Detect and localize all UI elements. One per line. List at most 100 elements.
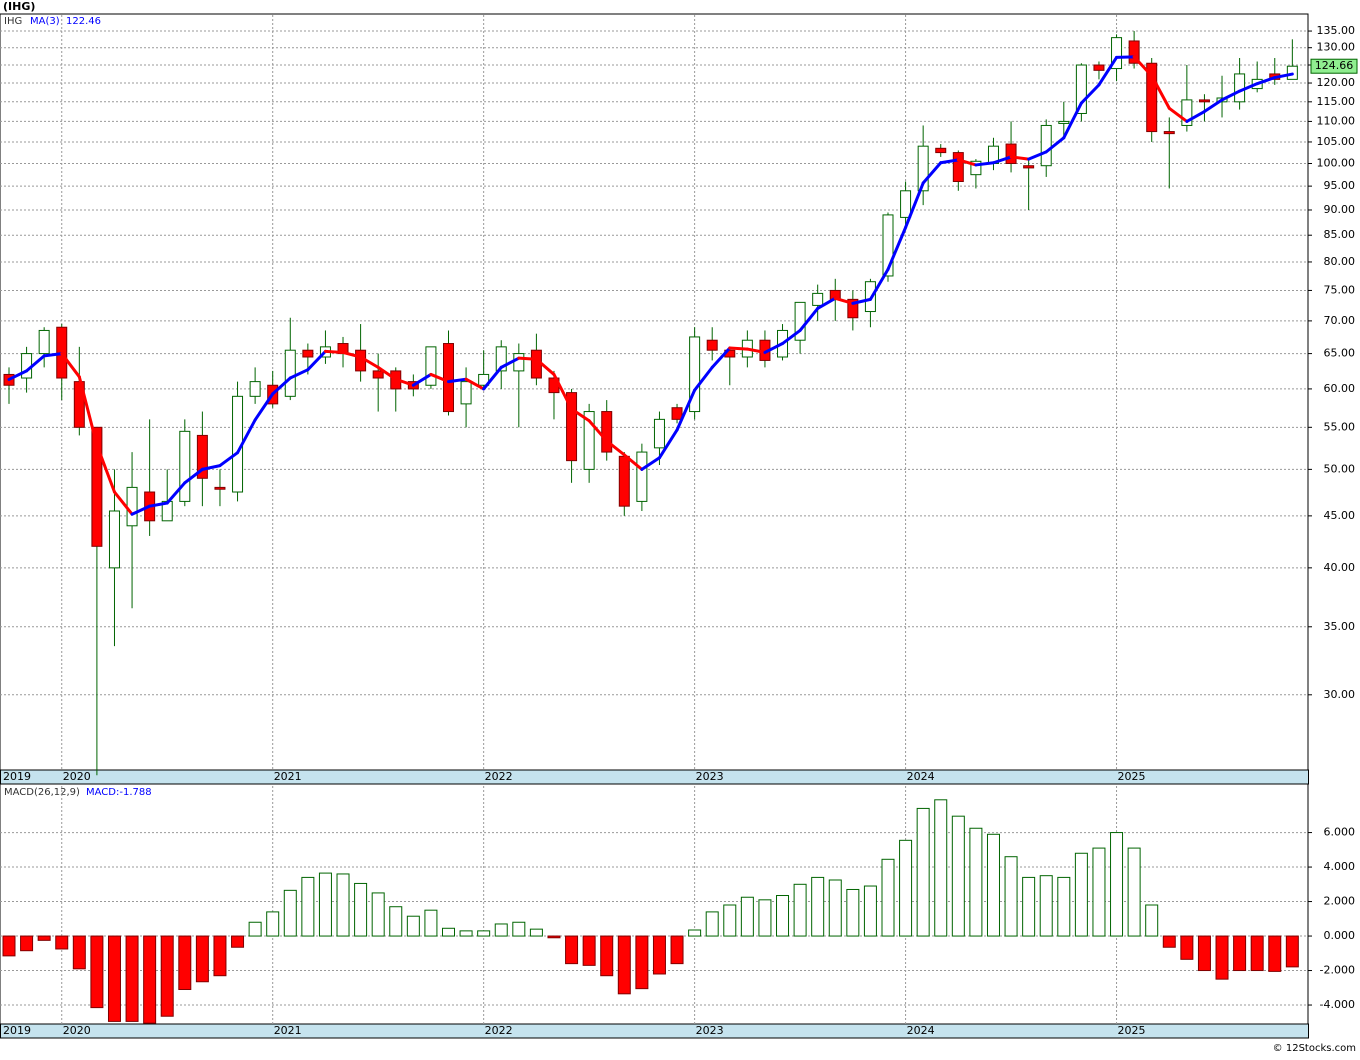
- ma-segment: [886, 225, 908, 271]
- x-tick-label: 2022: [485, 1024, 513, 1037]
- x-tick-label: 2025: [1118, 770, 1146, 783]
- y-tick-label: 115.00: [1317, 95, 1356, 108]
- legend-ma-value: 122.46: [66, 16, 101, 27]
- candle-body: [196, 434, 208, 479]
- ma-segment: [25, 354, 46, 373]
- macd-bar: [477, 930, 491, 937]
- ma-segment: [781, 328, 802, 346]
- macd-bar: [934, 799, 948, 937]
- ma-segment: [464, 377, 486, 391]
- ma-segment: [148, 501, 169, 508]
- candle-body: [566, 392, 578, 462]
- macd-bar: [354, 882, 368, 937]
- date-strip: [0, 769, 1309, 785]
- legend-ma: MA(3): [30, 16, 60, 27]
- macd-bar: [1092, 847, 1106, 937]
- chart-title: (IHG): [3, 0, 35, 13]
- candle-body: [1058, 120, 1070, 124]
- macd-bar: [723, 904, 737, 937]
- macd-bar: [72, 935, 86, 970]
- ma-segment: [271, 376, 292, 396]
- ma-segment: [517, 356, 538, 361]
- y-tick-label: 60.00: [1324, 382, 1356, 395]
- candle-body: [706, 339, 718, 351]
- macd-bar: [1180, 935, 1194, 960]
- candle-body: [917, 145, 929, 192]
- x-tick-label: 2025: [1118, 1024, 1146, 1037]
- y-tick-label: 75.00: [1324, 283, 1356, 296]
- ma-segment: [833, 296, 855, 305]
- y-tick-label: 40.00: [1324, 561, 1356, 574]
- candle-body: [214, 486, 226, 490]
- macd-bar: [899, 839, 913, 937]
- y-tick-label: 135.00: [1317, 24, 1356, 37]
- macd-bar: [1233, 935, 1247, 972]
- y-tick-label: 90.00: [1324, 203, 1356, 216]
- candle-body: [583, 411, 595, 470]
- ma-segment: [341, 350, 363, 359]
- macd-bar: [301, 876, 315, 937]
- macd-bar: [1285, 935, 1299, 968]
- macd-bar: [336, 873, 350, 937]
- x-tick-label: 2022: [485, 770, 513, 783]
- ma-segment: [745, 347, 767, 354]
- macd-bar: [881, 858, 895, 937]
- ma-segment: [499, 356, 521, 369]
- macd-bar: [1145, 904, 1159, 937]
- candle-body: [1023, 165, 1035, 169]
- macd-bar: [2, 935, 16, 957]
- macd-bar: [1268, 935, 1282, 972]
- y-tick-label: -4.000: [1320, 998, 1355, 1011]
- ma-segment: [1115, 55, 1136, 59]
- macd-bar: [90, 935, 104, 1009]
- y-tick-label: 6.000: [1324, 826, 1356, 839]
- macd-bar: [442, 927, 455, 937]
- y-tick-label: 110.00: [1317, 114, 1356, 127]
- candle-body: [882, 214, 894, 277]
- candle-body: [689, 336, 701, 413]
- last-price-label: 124.66: [1315, 59, 1354, 72]
- macd-bar: [283, 889, 297, 937]
- ma-segment: [851, 297, 872, 305]
- macd-bar: [916, 807, 930, 937]
- candle-body: [179, 430, 191, 502]
- ma-segment: [1009, 155, 1031, 161]
- ma-segment: [1150, 74, 1171, 110]
- ma-segment: [552, 372, 574, 411]
- macd-bar: [670, 935, 684, 965]
- macd-bar: [125, 935, 139, 1022]
- x-tick-label: 2024: [907, 1024, 935, 1037]
- ma-segment: [1027, 150, 1048, 161]
- y-tick-label: 130.00: [1317, 41, 1356, 54]
- candle-body: [847, 298, 859, 319]
- ma-segment: [77, 375, 99, 447]
- candle-body: [1163, 131, 1175, 135]
- candle-body: [91, 426, 103, 547]
- y-tick-label: 4.000: [1324, 860, 1356, 873]
- macd-bar: [424, 909, 438, 937]
- macd-bar: [635, 935, 649, 990]
- candle-body: [952, 152, 964, 183]
- x-tick-label: 2021: [274, 770, 302, 783]
- candle-body: [1093, 64, 1105, 71]
- candle-body: [653, 418, 665, 449]
- candle-body: [284, 349, 296, 397]
- macd-bar: [406, 915, 420, 937]
- candle-body: [425, 346, 437, 386]
- footer: © 12Stocks.com: [1273, 1043, 1356, 1054]
- macd-bar: [863, 885, 877, 937]
- y-tick-label: 2.000: [1324, 895, 1356, 908]
- ma-segment: [200, 464, 222, 471]
- ma-segment: [798, 306, 820, 332]
- macd-bar: [1004, 856, 1018, 937]
- y-tick-label: 100.00: [1317, 156, 1356, 169]
- ma-segment: [534, 357, 556, 376]
- macd-bar: [459, 930, 473, 937]
- ma-segment: [710, 346, 732, 369]
- ma-segment: [921, 161, 943, 185]
- candle-body: [302, 349, 314, 358]
- ma-segment: [323, 349, 345, 354]
- ma-segment: [728, 346, 749, 351]
